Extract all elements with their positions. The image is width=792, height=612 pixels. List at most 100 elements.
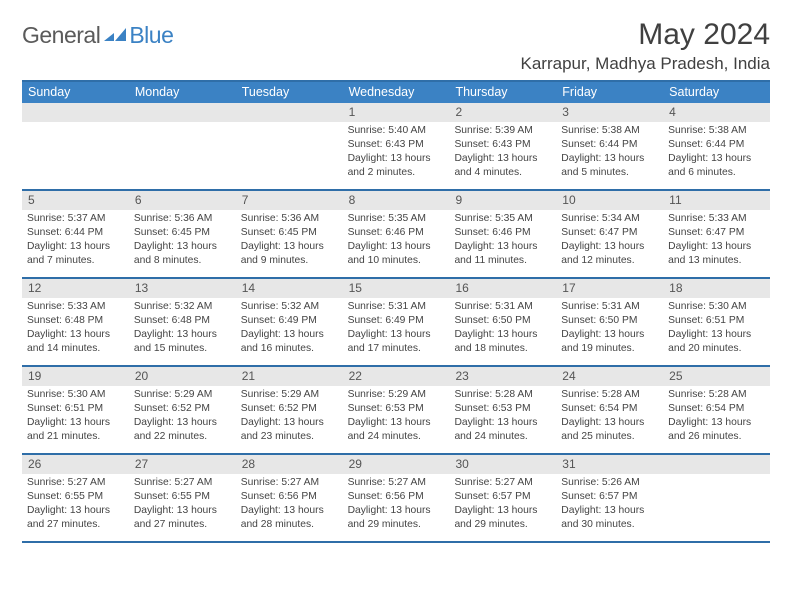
calendar-cell: 10Sunrise: 5:34 AMSunset: 6:47 PMDayligh… bbox=[556, 191, 663, 277]
day-info: Sunrise: 5:28 AMSunset: 6:54 PMDaylight:… bbox=[561, 388, 659, 444]
sunrise-text: Sunrise: 5:38 AM bbox=[561, 124, 659, 138]
daylight-text: Daylight: 13 hours and 30 minutes. bbox=[561, 504, 659, 532]
sunrise-text: Sunrise: 5:28 AM bbox=[561, 388, 659, 402]
day-number bbox=[129, 103, 236, 122]
daylight-text: Daylight: 13 hours and 27 minutes. bbox=[27, 504, 125, 532]
title-block: May 2024 Karrapur, Madhya Pradesh, India bbox=[521, 18, 770, 74]
sunrise-text: Sunrise: 5:33 AM bbox=[668, 212, 766, 226]
sunrise-text: Sunrise: 5:26 AM bbox=[561, 476, 659, 490]
calendar-cell: 15Sunrise: 5:31 AMSunset: 6:49 PMDayligh… bbox=[343, 279, 450, 365]
calendar-cell: 16 Sunrise: 5:31 AMSunset: 6:50 PMDayligh… bbox=[449, 279, 556, 365]
sunrise-text: Sunrise: 5:40 AM bbox=[348, 124, 446, 138]
day-number: 26 bbox=[22, 455, 129, 474]
calendar-cell: 25Sunrise: 5:28 AMSunset: 6:54 PMDayligh… bbox=[663, 367, 770, 453]
sunset-text: Sunset: 6:53 PM bbox=[454, 402, 552, 416]
day-info: Sunrise: 5:27 AMSunset: 6:55 PMDaylight:… bbox=[134, 476, 232, 532]
calendar-week: 1Sunrise: 5:40 AMSunset: 6:43 PMDaylight… bbox=[22, 103, 770, 191]
calendar-cell: 7Sunrise: 5:36 AMSunset: 6:45 PMDaylight… bbox=[236, 191, 343, 277]
calendar-cell: 12Sunrise: 5:33 AMSunset: 6:48 PMDayligh… bbox=[22, 279, 129, 365]
day-info: Sunrise: 5:40 AMSunset: 6:43 PMDaylight:… bbox=[348, 124, 446, 180]
day-number: 31 bbox=[556, 455, 663, 474]
day-info: Sunrise: 5:27 AMSunset: 6:56 PMDaylight:… bbox=[348, 476, 446, 532]
calendar-cell: 26Sunrise: 5:27 AMSunset: 6:55 PMDayligh… bbox=[22, 455, 129, 541]
day-info: Sunrise: 5:37 AMSunset: 6:44 PMDaylight:… bbox=[27, 212, 125, 268]
daylight-text: Daylight: 13 hours and 24 minutes. bbox=[348, 416, 446, 444]
daylight-text: Daylight: 13 hours and 25 minutes. bbox=[561, 416, 659, 444]
day-info: Sunrise: 5:27 AMSunset: 6:57 PMDaylight:… bbox=[454, 476, 552, 532]
day-number: 19 bbox=[22, 367, 129, 386]
brand-text-general: General bbox=[22, 22, 100, 49]
day-info: Sunrise: 5:29 AMSunset: 6:52 PMDaylight:… bbox=[134, 388, 232, 444]
calendar-cell: 18Sunrise: 5:30 AMSunset: 6:51 PMDayligh… bbox=[663, 279, 770, 365]
calendar-cell: 28Sunrise: 5:27 AMSunset: 6:56 PMDayligh… bbox=[236, 455, 343, 541]
sunrise-text: Sunrise: 5:36 AM bbox=[134, 212, 232, 226]
day-number bbox=[22, 103, 129, 122]
day-number: 25 bbox=[663, 367, 770, 386]
day-number: 9 bbox=[449, 191, 556, 210]
sunrise-text: Sunrise: 5:34 AM bbox=[561, 212, 659, 226]
day-number: 29 bbox=[343, 455, 450, 474]
sunrise-text: Sunrise: 5:39 AM bbox=[454, 124, 552, 138]
sunset-text: Sunset: 6:46 PM bbox=[454, 226, 552, 240]
daylight-text: Daylight: 13 hours and 6 minutes. bbox=[668, 152, 766, 180]
sunset-text: Sunset: 6:47 PM bbox=[561, 226, 659, 240]
day-info: Sunrise: 5:38 AMSunset: 6:44 PMDaylight:… bbox=[561, 124, 659, 180]
calendar-cell bbox=[236, 103, 343, 189]
calendar-cell: 6Sunrise: 5:36 AMSunset: 6:45 PMDaylight… bbox=[129, 191, 236, 277]
sunrise-text: Sunrise: 5:35 AM bbox=[454, 212, 552, 226]
calendar-week: 12Sunrise: 5:33 AMSunset: 6:48 PMDayligh… bbox=[22, 279, 770, 367]
sunset-text: Sunset: 6:53 PM bbox=[348, 402, 446, 416]
calendar-cell: 17Sunrise: 5:31 AMSunset: 6:50 PMDayligh… bbox=[556, 279, 663, 365]
day-number: 14 bbox=[236, 279, 343, 298]
daylight-text: Daylight: 13 hours and 8 minutes. bbox=[134, 240, 232, 268]
day-info: Sunrise: 5:33 AMSunset: 6:47 PMDaylight:… bbox=[668, 212, 766, 268]
day-number: 24 bbox=[556, 367, 663, 386]
day-number: 3 bbox=[556, 103, 663, 122]
day-info: Sunrise: 5:33 AMSunset: 6:48 PMDaylight:… bbox=[27, 300, 125, 356]
sunset-text: Sunset: 6:55 PM bbox=[134, 490, 232, 504]
daylight-text: Daylight: 13 hours and 29 minutes. bbox=[348, 504, 446, 532]
day-info: Sunrise: 5:26 AMSunset: 6:57 PMDaylight:… bbox=[561, 476, 659, 532]
calendar-cell: 29 Sunrise: 5:27 AMSunset: 6:56 PMDayligh… bbox=[343, 455, 450, 541]
calendar-cell: 22Sunrise: 5:29 AMSunset: 6:53 PMDayligh… bbox=[343, 367, 450, 453]
day-info: Sunrise: 5:29 AMSunset: 6:53 PMDaylight:… bbox=[348, 388, 446, 444]
day-header-row: Sunday Monday Tuesday Wednesday Thursday… bbox=[22, 82, 770, 103]
calendar-cell: 19Sunrise: 5:30 AMSunset: 6:51 PMDayligh… bbox=[22, 367, 129, 453]
sunset-text: Sunset: 6:54 PM bbox=[561, 402, 659, 416]
sunrise-text: Sunrise: 5:32 AM bbox=[241, 300, 339, 314]
sunset-text: Sunset: 6:51 PM bbox=[27, 402, 125, 416]
day-info: Sunrise: 5:35 AMSunset: 6:46 PMDaylight:… bbox=[454, 212, 552, 268]
day-number: 16 bbox=[449, 279, 556, 298]
day-header: Saturday bbox=[663, 82, 770, 103]
calendar: Sunday Monday Tuesday Wednesday Thursday… bbox=[22, 80, 770, 543]
daylight-text: Daylight: 13 hours and 18 minutes. bbox=[454, 328, 552, 356]
day-info: Sunrise: 5:30 AMSunset: 6:51 PMDaylight:… bbox=[668, 300, 766, 356]
daylight-text: Daylight: 13 hours and 9 minutes. bbox=[241, 240, 339, 268]
daylight-text: Daylight: 13 hours and 17 minutes. bbox=[348, 328, 446, 356]
calendar-cell: 5Sunrise: 5:37 AMSunset: 6:44 PMDaylight… bbox=[22, 191, 129, 277]
sunrise-text: Sunrise: 5:37 AM bbox=[27, 212, 125, 226]
day-number: 8 bbox=[343, 191, 450, 210]
day-info: Sunrise: 5:31 AMSunset: 6:50 PMDaylight:… bbox=[454, 300, 552, 356]
day-info: Sunrise: 5:39 AMSunset: 6:43 PMDaylight:… bbox=[454, 124, 552, 180]
day-info: Sunrise: 5:36 AMSunset: 6:45 PMDaylight:… bbox=[134, 212, 232, 268]
calendar-cell: 4Sunrise: 5:38 AMSunset: 6:44 PMDaylight… bbox=[663, 103, 770, 189]
sunrise-text: Sunrise: 5:33 AM bbox=[27, 300, 125, 314]
day-number bbox=[236, 103, 343, 122]
daylight-text: Daylight: 13 hours and 12 minutes. bbox=[561, 240, 659, 268]
sunrise-text: Sunrise: 5:35 AM bbox=[348, 212, 446, 226]
daylight-text: Daylight: 13 hours and 28 minutes. bbox=[241, 504, 339, 532]
sunrise-text: Sunrise: 5:27 AM bbox=[348, 476, 446, 490]
day-header: Tuesday bbox=[236, 82, 343, 103]
day-info: Sunrise: 5:38 AMSunset: 6:44 PMDaylight:… bbox=[668, 124, 766, 180]
day-number bbox=[663, 455, 770, 474]
day-number: 17 bbox=[556, 279, 663, 298]
day-info: Sunrise: 5:31 AMSunset: 6:49 PMDaylight:… bbox=[348, 300, 446, 356]
sunset-text: Sunset: 6:52 PM bbox=[134, 402, 232, 416]
sunrise-text: Sunrise: 5:28 AM bbox=[668, 388, 766, 402]
calendar-cell: 24 Sunrise: 5:28 AMSunset: 6:54 PMDayligh… bbox=[556, 367, 663, 453]
location-text: Karrapur, Madhya Pradesh, India bbox=[521, 54, 770, 74]
day-number: 20 bbox=[129, 367, 236, 386]
calendar-week: 26Sunrise: 5:27 AMSunset: 6:55 PMDayligh… bbox=[22, 455, 770, 543]
day-info: Sunrise: 5:32 AMSunset: 6:48 PMDaylight:… bbox=[134, 300, 232, 356]
